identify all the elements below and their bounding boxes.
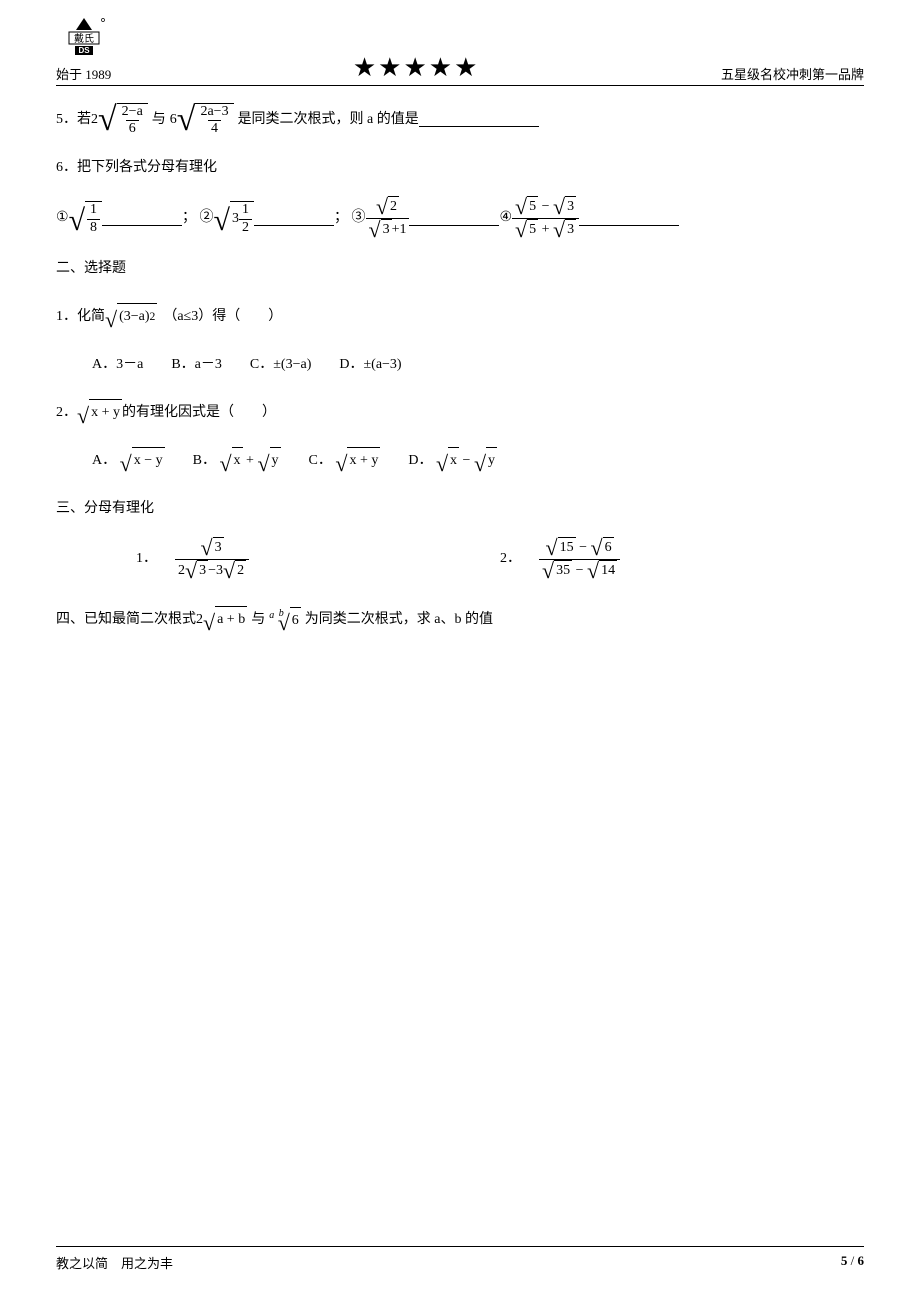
q5-sqrt2: √ 2a−3 4	[177, 103, 234, 137]
q5-frac2-den: 4	[208, 120, 221, 137]
s3p2-lead: 2．	[500, 546, 521, 573]
q6-label: 6．把下列各式分母有理化	[56, 155, 217, 182]
q6-i3-den-tail: +1	[392, 222, 407, 237]
section-3-title: 三、分母有理化	[56, 489, 864, 529]
footer-page: 5 / 6	[841, 1253, 864, 1272]
q6-i2-sqrt: √ 3 1 2	[214, 201, 254, 235]
q5-mid: 与	[152, 107, 166, 134]
sec4-sup-b: b	[279, 604, 284, 623]
q5-frac1-den: 6	[126, 120, 139, 137]
logo-icon: 戴氏 DS	[59, 16, 109, 62]
q5-sqrt1: √ 2−a 6	[98, 103, 148, 137]
q6-i3-lead: ； ③	[334, 205, 366, 232]
q5-coef2: 6	[170, 107, 177, 134]
sec2-q2: 2． √ x + y 的有理化因式是（ ）	[56, 393, 864, 433]
s2q1-exp: 2	[150, 306, 156, 328]
q6-i3-blank	[409, 212, 499, 226]
q5-blank	[419, 113, 539, 127]
section-2-title: 二、选择题	[56, 249, 864, 289]
s2q1-cond: （a≤3）得（ ）	[163, 304, 282, 331]
q6-i4-d1: 5	[527, 219, 538, 241]
q5-suffix: 是同类二次根式，则 a 的值是	[238, 107, 419, 134]
q6-i4-n2: 3	[565, 196, 576, 218]
q6-i2-den: 2	[239, 219, 252, 236]
sec4-lead: 四、已知最简二次根式	[56, 607, 196, 634]
question-6-items: ① √ 1 8 ； ② √ 3 1 2 ； ③	[56, 196, 864, 241]
sec4-sup-a: a	[269, 610, 274, 621]
q6-i1-den: 8	[87, 219, 100, 236]
q6-i2-blank	[254, 212, 334, 226]
q6-i4-d2: 3	[565, 219, 576, 241]
q6-i4-n1: 5	[527, 196, 538, 218]
s2q2-suffix: 的有理化因式是（ ）	[122, 400, 276, 427]
sec4-sqrt1: √ a + b	[203, 606, 247, 634]
q5-prefix: 5．若	[56, 107, 91, 134]
footer-total: 6	[858, 1253, 865, 1268]
sec4-nthroot: a b √ 6	[269, 606, 301, 634]
q6-i1-sqrt: √ 1 8	[69, 201, 102, 235]
sec3-problems: 1． √3 2√3−3√2 2． √15 − √6 √35 − √14	[56, 537, 864, 582]
s2q1-C: C．±(3−a)	[250, 352, 311, 379]
s2q2-B: B． √x + √y	[193, 447, 281, 475]
sec4-suffix: 为同类二次根式，求 a、b 的值	[305, 607, 493, 634]
content-area: 5．若 2 √ 2−a 6 与 6 √ 2a−3 4 是同类二次根式，则 a 的…	[56, 86, 864, 640]
sec4-coef: 2	[196, 607, 203, 634]
svg-text:DS: DS	[78, 46, 90, 55]
q6-i4-lead: ④	[499, 205, 512, 232]
s2q2-sqrt: √ x + y	[77, 399, 122, 427]
svg-text:戴氏: 戴氏	[74, 32, 94, 45]
q6-i2-out: 3	[232, 206, 239, 233]
logo-block: 戴氏 DS 始于 1989	[56, 16, 111, 83]
s2q1-B: B．a－3	[171, 352, 222, 379]
footer-sep: /	[847, 1253, 857, 1268]
q6-i3-frac: √2 √3+1	[366, 196, 410, 241]
logo-year: 始于 1989	[56, 64, 111, 83]
q6-i4-blank	[579, 212, 679, 226]
sec2-q1: 1．化简 √ (3−a)2 （a≤3）得（ ）	[56, 297, 864, 337]
q6-i2-num: 1	[239, 202, 252, 218]
q5-frac1-num: 2−a	[119, 104, 146, 120]
q6-i4-frac: √5 − √3 √5 + √3	[512, 196, 579, 241]
s2q1-sqrt: √ (3−a)2	[105, 303, 157, 331]
sec2-title: 二、选择题	[56, 256, 126, 283]
footer-left: 教之以简 用之为丰	[56, 1253, 173, 1272]
page-header: 戴氏 DS 始于 1989 ★★★★★ 五星级名校冲刺第一品牌	[56, 0, 864, 86]
q6-i1-lead: ①	[56, 205, 69, 232]
stars-rating: ★★★★★	[353, 52, 480, 83]
q5-frac2-num: 2a−3	[197, 104, 231, 120]
s2q2-D: D． √x − √y	[408, 447, 497, 475]
s3p1-lead: 1．	[136, 546, 157, 573]
q6-i1-num: 1	[87, 202, 100, 218]
s2q2-lead: 2．	[56, 400, 77, 427]
q5-coef1: 2	[91, 107, 98, 134]
question-5: 5．若 2 √ 2−a 6 与 6 √ 2a−3 4 是同类二次根式，则 a 的…	[56, 100, 864, 140]
page-footer: 教之以简 用之为丰 5 / 6	[56, 1246, 864, 1272]
s2q2-body: x + y	[89, 399, 122, 427]
s3p2-frac: √15 − √6 √35 − √14	[539, 537, 620, 582]
sec3-title: 三、分母有理化	[56, 496, 154, 523]
s2q1-A: A．3－a	[92, 352, 143, 379]
s2q1-body: (3−a)	[119, 304, 149, 331]
s2q1-D: D．±(a−3)	[339, 352, 401, 379]
q6-i1-blank	[102, 212, 182, 226]
sec4-body: a + b	[215, 606, 247, 634]
sec4-mid: 与	[251, 607, 265, 634]
sec3-p2: 2． √15 − √6 √35 − √14	[500, 537, 864, 582]
q6-i3-num: 2	[388, 196, 399, 218]
question-6-label: 6．把下列各式分母有理化	[56, 148, 864, 188]
q6-i2-lead: ； ②	[182, 205, 214, 232]
sec4-root-in: 6	[290, 607, 301, 635]
sec2-q1-options: A．3－a B．a－3 C．±(3−a) D．±(a−3)	[56, 345, 864, 385]
sec3-p1: 1． √3 2√3−3√2	[56, 537, 500, 582]
s2q2-C: C． √x + y	[309, 447, 381, 475]
sec2-q2-options: A． √x − y B． √x + √y C． √x + y D． √x − √…	[56, 441, 864, 481]
section-4: 四、已知最简二次根式 2 √ a + b 与 a b √ 6 为同类二次根式，求…	[56, 600, 864, 640]
s3p1-frac: √3 2√3−3√2	[175, 537, 249, 582]
brand-text: 五星级名校冲刺第一品牌	[721, 64, 864, 83]
s2q2-A: A． √x − y	[92, 447, 165, 475]
q6-i3-den-in: 3	[381, 219, 392, 241]
s2q1-lead: 1．化简	[56, 304, 105, 331]
